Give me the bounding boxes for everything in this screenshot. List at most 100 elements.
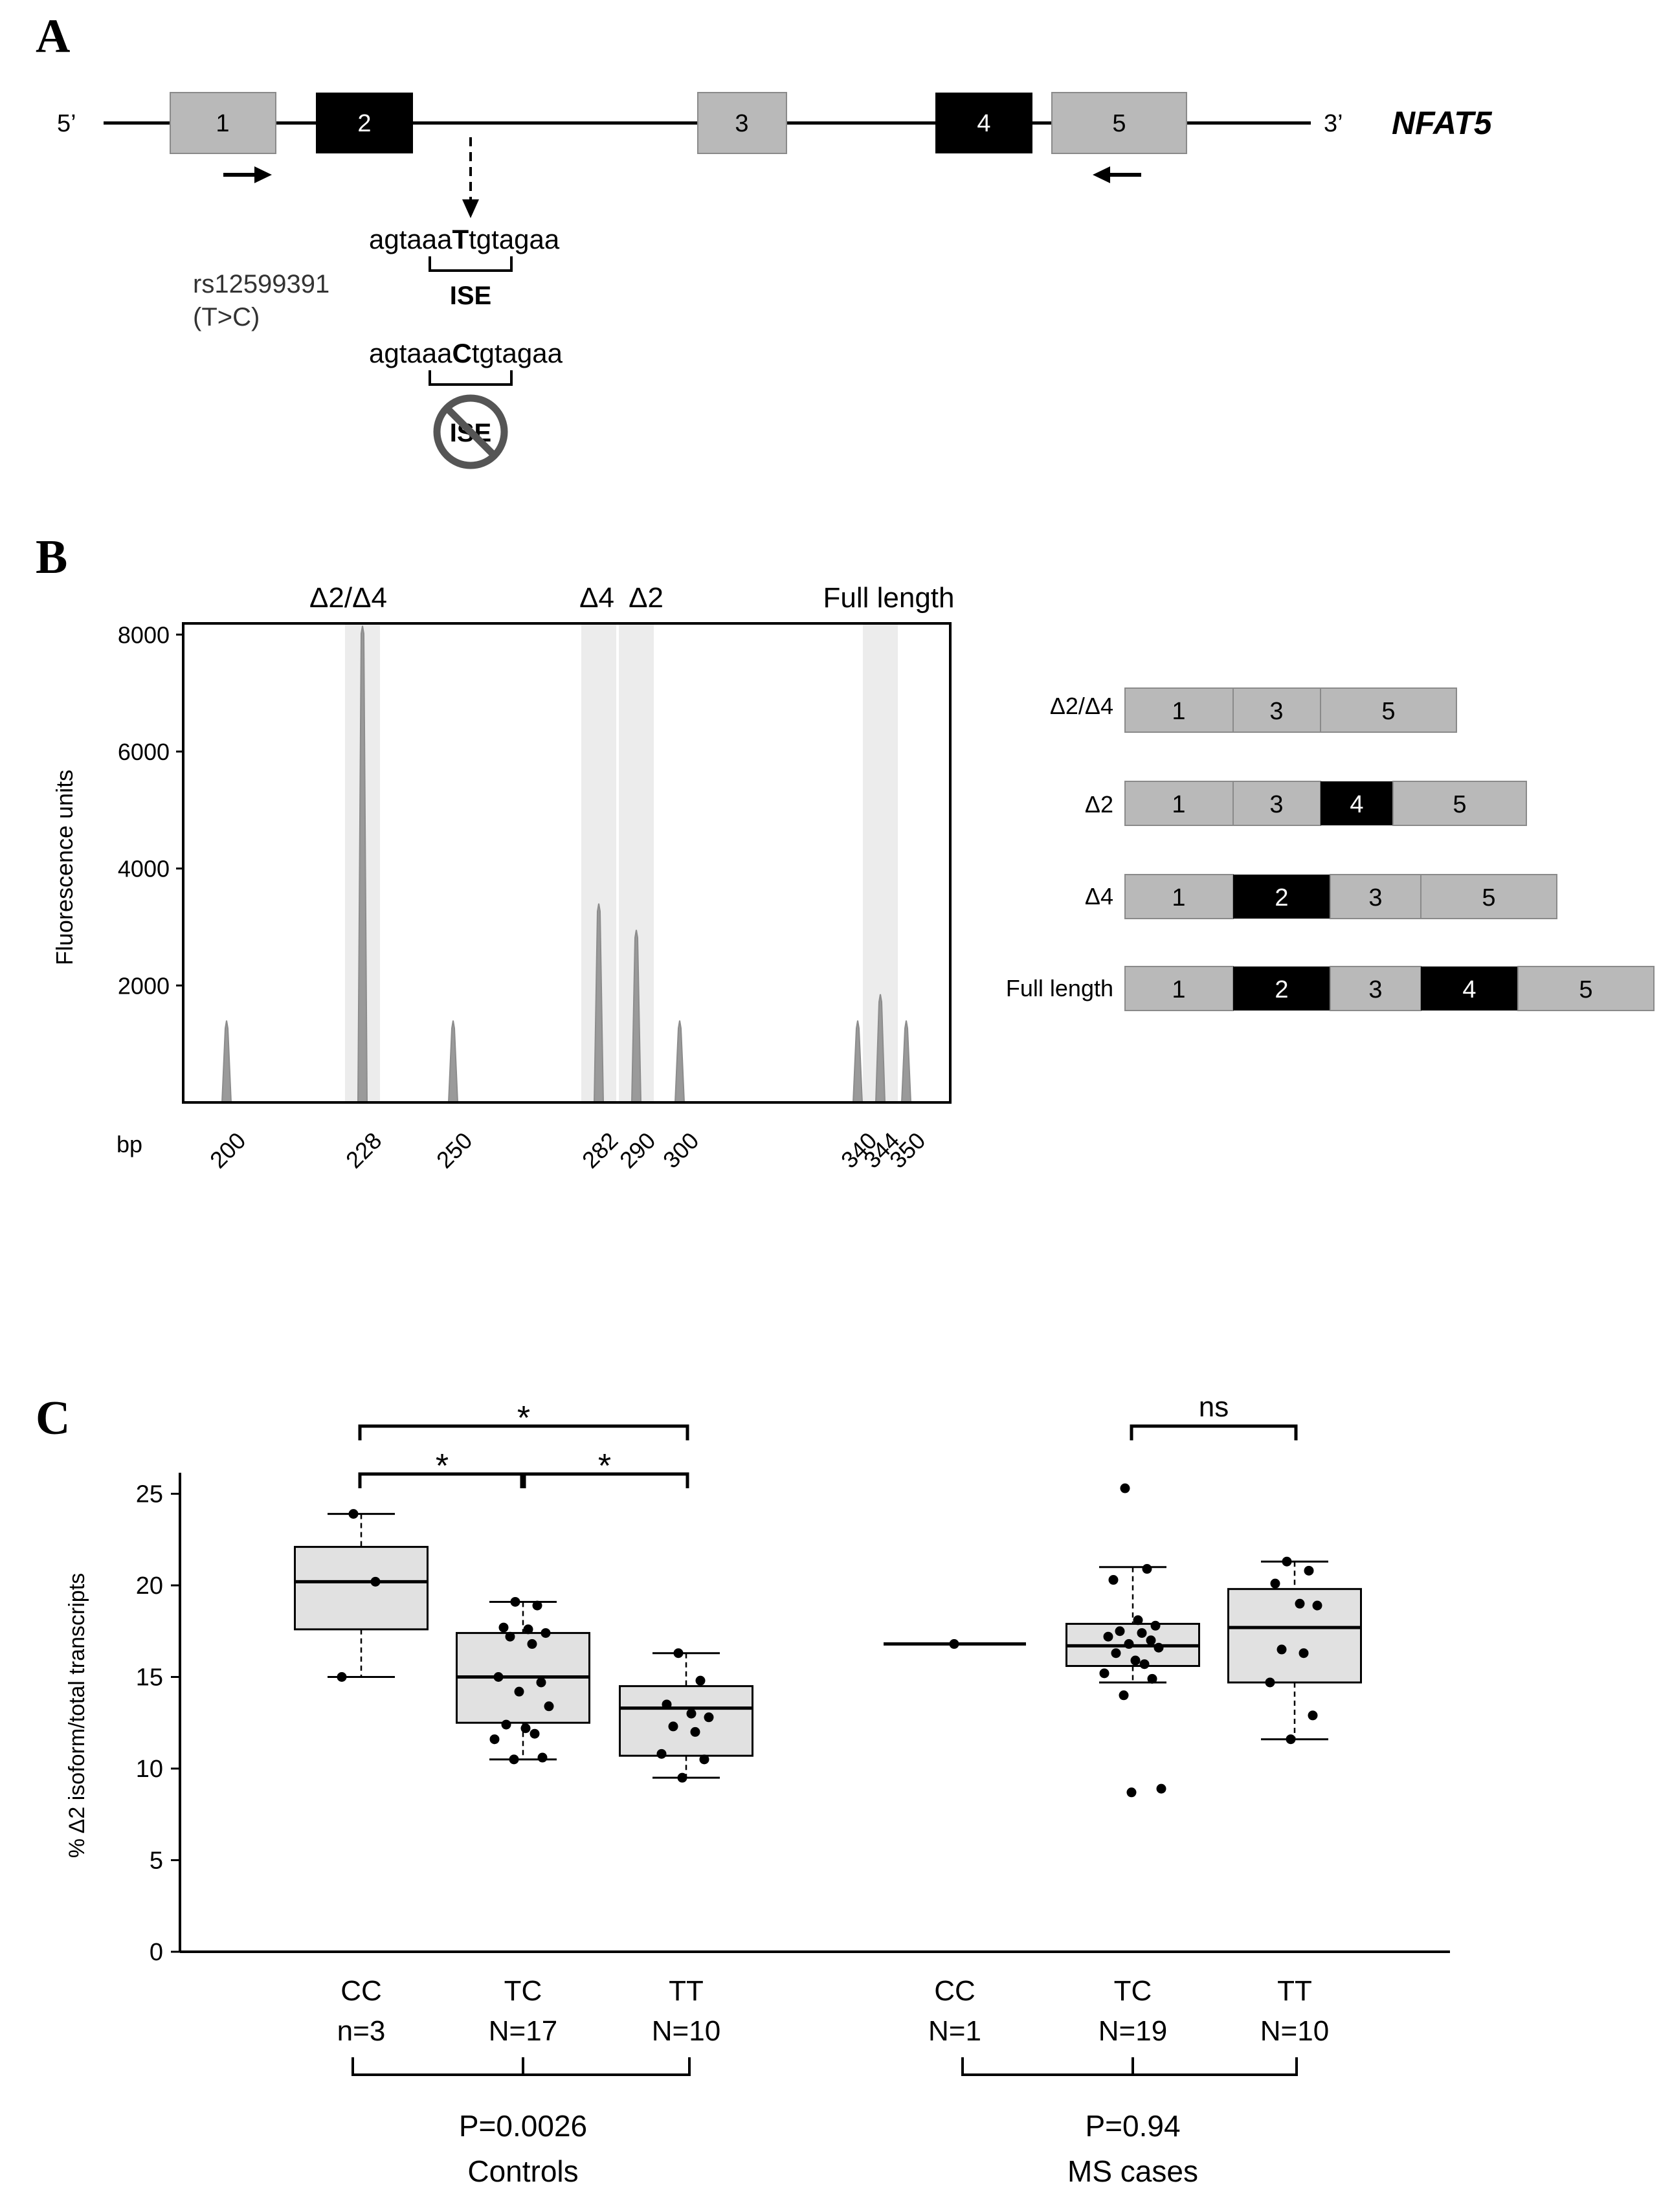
y-tick-label: 6000 [118, 739, 170, 765]
sample-size-label: N=10 [1260, 2015, 1329, 2047]
panel-b: B Δ2/Δ4 Δ4 Δ2 Full length 8000 6000 4000 20… [36, 531, 1655, 1174]
iqr-box [294, 1546, 429, 1631]
peak [901, 1020, 911, 1103]
y-axis-label: Fluorescence units [51, 770, 78, 965]
exon-4-label: 4 [977, 110, 990, 137]
x-tick-label: 282 [577, 1127, 623, 1173]
significance-label: ns [1199, 1391, 1229, 1423]
y-tick-label: 0 [150, 1939, 163, 1966]
ms-p-value: P=0.94 [1085, 2109, 1180, 2143]
ise-label: ISE [450, 282, 491, 310]
genotype-label: TT [1277, 1975, 1312, 2007]
data-point [530, 1728, 540, 1739]
exon-box [1420, 874, 1557, 919]
data-point [348, 1509, 359, 1519]
data-point [699, 1754, 709, 1765]
data-point [1282, 1556, 1292, 1567]
svg-text:5: 5 [1453, 791, 1466, 818]
svg-text:5: 5 [1381, 698, 1395, 725]
data-point [1103, 1631, 1113, 1642]
data-point [1150, 1620, 1161, 1631]
data-point [520, 1723, 531, 1734]
peak-label-full-length: Full length [823, 582, 954, 614]
svg-text:1: 1 [1172, 698, 1185, 725]
data-point [541, 1628, 551, 1638]
data-point [1126, 1787, 1137, 1798]
data-point [1295, 1598, 1305, 1609]
sample-size-label: N=10 [652, 2015, 720, 2047]
five-prime-label: 5’ [57, 110, 76, 137]
isoform-name: Δ4 [1085, 883, 1113, 910]
panel-c: C 0 5 10 15 20 25 % Δ2 isoform/total transcri… [36, 1391, 1450, 2188]
panel-b-label: B [36, 531, 67, 584]
isoform-d4: Δ4 1 2 3 5 [1085, 874, 1557, 919]
data-point [537, 1752, 548, 1763]
iqr-box [1227, 1588, 1362, 1684]
data-point [1111, 1648, 1121, 1659]
exon-box [1124, 781, 1234, 826]
forward-primer-arrow-icon [223, 166, 272, 183]
sample-size-label: N=1 [928, 2015, 981, 2047]
exon-3-box [697, 92, 787, 154]
data-point [505, 1631, 515, 1642]
exon-box [1421, 966, 1518, 1011]
peak-label-d2: Δ2 [629, 582, 663, 614]
sample-size-label: N=17 [489, 2015, 557, 2047]
significance-label: * [436, 1447, 449, 1485]
x-tick-label: 250 [431, 1127, 477, 1173]
exon-box [1124, 687, 1234, 733]
data-point [1130, 1655, 1141, 1666]
data-point [1308, 1710, 1318, 1721]
data-point [1304, 1565, 1314, 1576]
significance-bracket [1130, 1424, 1298, 1440]
data-point [1276, 1644, 1287, 1655]
data-point [690, 1726, 700, 1737]
data-point [370, 1576, 381, 1587]
data-point [1286, 1734, 1296, 1745]
data-point [1099, 1668, 1109, 1679]
svg-text:1: 1 [1172, 976, 1185, 1003]
isoform-name: Δ2 [1085, 791, 1113, 818]
x-tick-label: 228 [340, 1127, 386, 1173]
peak [674, 1020, 685, 1103]
svg-text:3: 3 [1269, 698, 1283, 725]
data-point [523, 1624, 533, 1635]
sample-size-label: n=3 [337, 2015, 386, 2047]
isoform-name: Full length [1006, 975, 1113, 1001]
peak [875, 994, 886, 1103]
data-point [514, 1686, 524, 1697]
peak-highlight-bands [345, 625, 898, 1101]
gene-name: NFAT5 [1392, 105, 1493, 141]
genotype-label: TT [669, 1975, 704, 2007]
exon-4-box [935, 93, 1032, 153]
data-point [695, 1675, 706, 1686]
data-point [656, 1748, 667, 1759]
x-tick-label: 300 [658, 1127, 704, 1173]
exon-box [1517, 966, 1655, 1011]
snp-change: (T>C) [193, 303, 260, 331]
isoform-d2d4: Δ2/Δ4 1 3 5 [1050, 687, 1457, 733]
exon-box [1233, 966, 1330, 1011]
isoform-name: Δ2/Δ4 [1050, 693, 1113, 719]
isoform-full-length: Full length 1 2 3 4 5 [1006, 966, 1655, 1011]
peak-label-d2d4: Δ2/Δ4 [309, 582, 387, 614]
y-tick-label: 4000 [118, 856, 170, 882]
exon-box [1124, 966, 1234, 1011]
data-point [662, 1699, 672, 1710]
sequence-t-allele: agtaaaTtgtagaa [369, 224, 560, 254]
controls-group-bracket [351, 2057, 691, 2076]
data-point [1137, 1628, 1147, 1638]
box-plots [294, 1513, 1362, 1779]
exon-5-box [1051, 92, 1187, 154]
data-point [1270, 1578, 1280, 1589]
data-point [501, 1719, 511, 1730]
exon-5-label: 5 [1112, 110, 1126, 137]
panel-a-label: A [36, 10, 70, 63]
data-point [532, 1600, 542, 1611]
exon-1-label: 1 [216, 110, 229, 137]
peak [221, 1020, 232, 1103]
three-prime-label: 3’ [1324, 110, 1343, 137]
significance-bracket [520, 1472, 689, 1488]
data-point [510, 1596, 520, 1607]
